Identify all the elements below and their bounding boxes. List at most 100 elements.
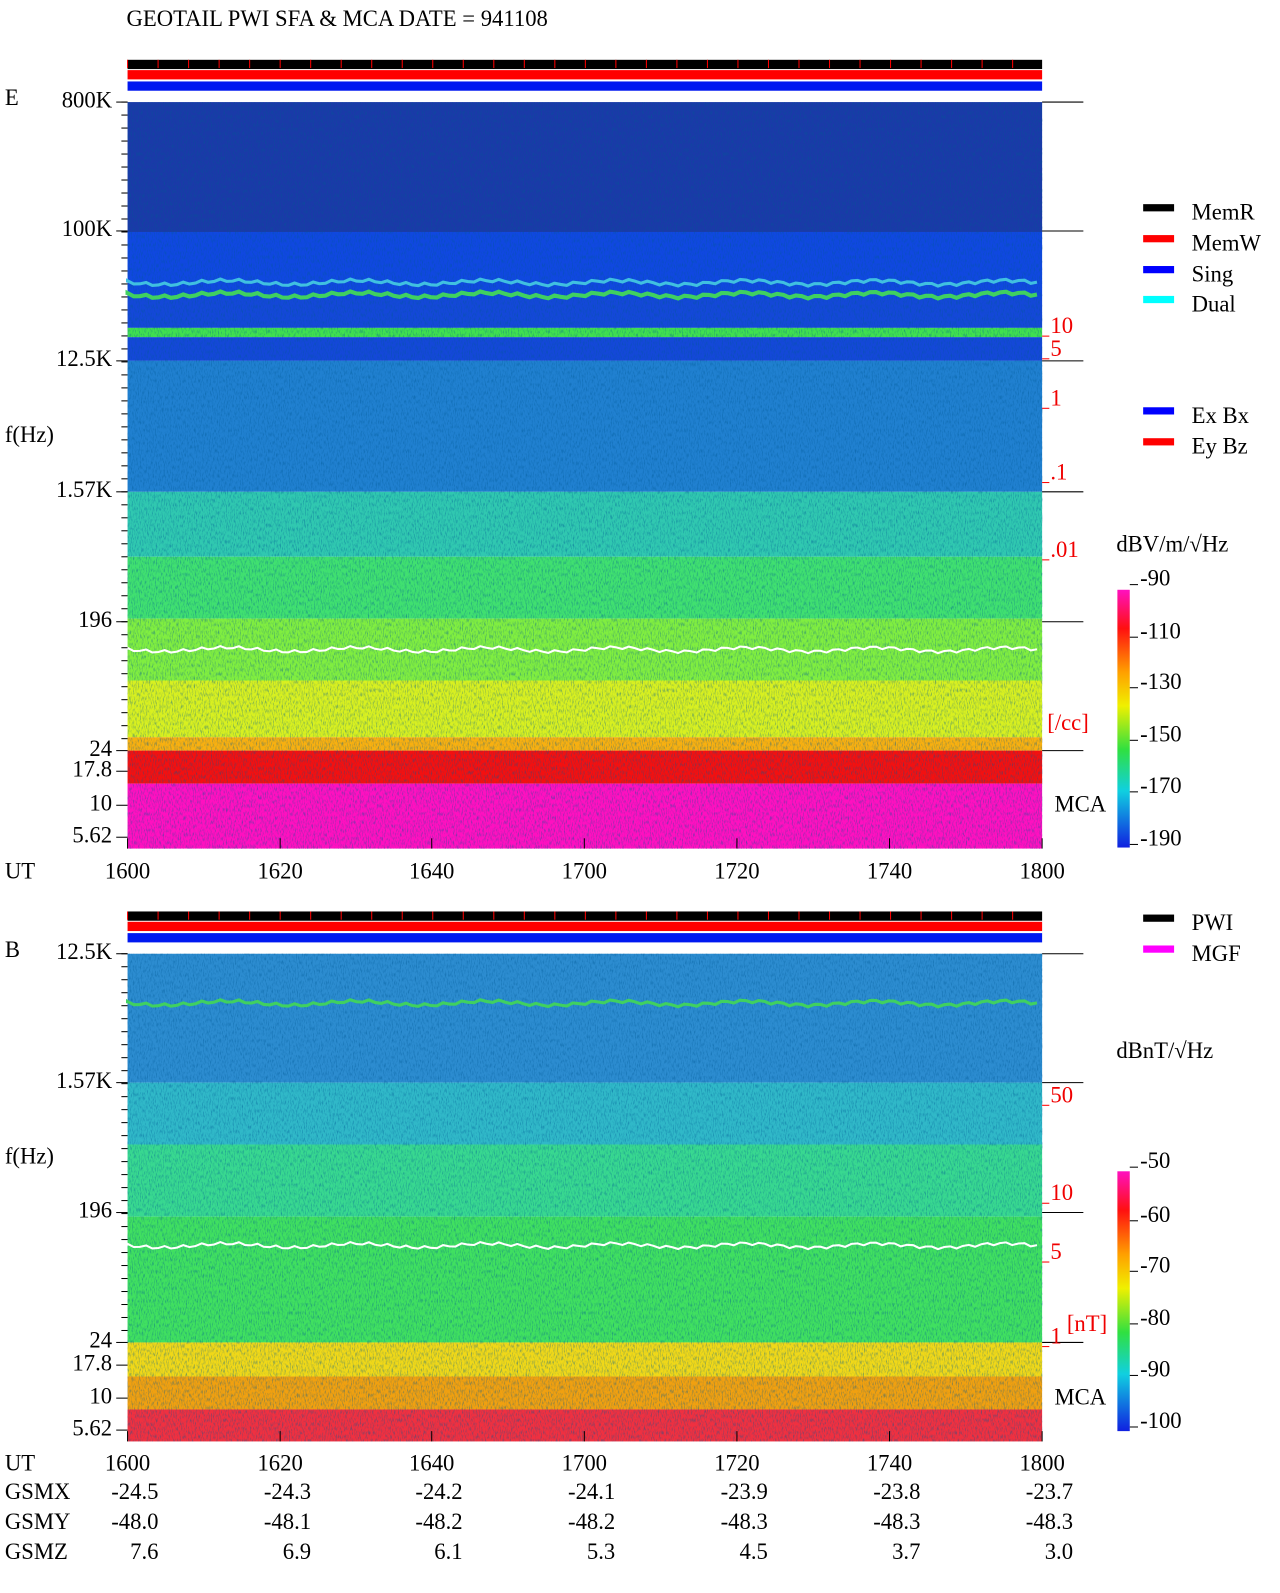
orbit-value: -24.2 (415, 1479, 462, 1504)
legend-label: MGF (1192, 941, 1241, 966)
legend-swatch (1143, 914, 1175, 922)
legend-label: Sing (1192, 262, 1234, 287)
y-tick-label: 10 (89, 790, 112, 815)
colorbar-unit: dBnT/√Hz (1116, 1038, 1213, 1063)
spectrogram-trace (126, 277, 1038, 288)
colorbar-tick-label: -130 (1140, 669, 1182, 694)
density-tick-label: 1 (1050, 1324, 1061, 1349)
legend-label: Dual (1192, 291, 1236, 316)
density-tick-label: 10 (1050, 313, 1073, 338)
spectrogram-trace (125, 289, 1038, 301)
x-axis-label: UT (5, 859, 35, 884)
orbit-value: -48.0 (111, 1509, 158, 1534)
orbit-value: -48.1 (264, 1509, 311, 1534)
colorbar (1117, 1171, 1130, 1432)
orbit-value: -24.1 (568, 1479, 615, 1504)
orbit-label: GSMZ (5, 1539, 68, 1564)
legend-label: MemW (1192, 231, 1262, 256)
status-bar (127, 70, 1043, 80)
x-tick-label: 1720 (714, 859, 759, 884)
legend-swatch (1143, 204, 1175, 212)
orbit-label: GSMX (5, 1479, 71, 1504)
status-bar (127, 59, 1043, 70)
legend-swatch (1143, 407, 1175, 415)
colorbar-unit: dBV/m/√Hz (1116, 532, 1228, 557)
x-tick-label: 1700 (562, 1450, 607, 1475)
density-tick-label: 1 (1050, 385, 1061, 410)
y-tick-label: 5.62 (72, 822, 112, 847)
spectrogram-noise (127, 102, 1043, 849)
x-axis-label: UT (5, 1450, 35, 1475)
y-tick-label: 10 (89, 1383, 112, 1408)
colorbar-tick-label: -50 (1140, 1148, 1170, 1173)
orbit-value: 7.6 (130, 1539, 158, 1564)
y-tick-label: 12.5K (56, 346, 113, 371)
orbit-value: 3.7 (892, 1539, 920, 1564)
colorbar-tick-label: -110 (1140, 618, 1181, 643)
orbit-value: -23.8 (873, 1479, 920, 1504)
x-tick-label: 1640 (409, 1450, 454, 1475)
colorbar-tick-label: -80 (1140, 1305, 1170, 1330)
legend-label: Ex Bx (1192, 403, 1250, 428)
orbit-value: -48.3 (721, 1509, 768, 1534)
x-tick-label: 1720 (714, 1450, 759, 1475)
legend-swatch (1143, 295, 1175, 304)
x-tick-label: 1740 (867, 1450, 912, 1475)
colorbar-tick-label: -60 (1140, 1202, 1170, 1227)
colorbar-tick-label: -100 (1140, 1408, 1182, 1433)
colorbar-tick-label: -170 (1140, 773, 1182, 798)
density-tick-label: 5 (1050, 1239, 1061, 1264)
y-tick-label: 17.8 (72, 1350, 112, 1375)
orbit-value: 6.9 (283, 1539, 311, 1564)
orbit-value: 3.0 (1045, 1539, 1073, 1564)
orbit-value: -23.7 (1026, 1479, 1073, 1504)
x-tick-label: 1620 (257, 1450, 302, 1475)
density-unit: [/cc] (1047, 710, 1089, 735)
density-tick-label: 10 (1050, 1180, 1073, 1205)
y-tick-label: 24 (89, 736, 112, 761)
x-tick-label: 1740 (867, 859, 912, 884)
colorbar-tick-label: -90 (1140, 566, 1170, 591)
spectrogram-trace (126, 644, 1038, 655)
colorbar-tick-label: -90 (1140, 1357, 1170, 1382)
density-unit: [nT] (1067, 1311, 1107, 1336)
orbit-value: -24.5 (111, 1479, 158, 1504)
colorbar (1117, 589, 1130, 848)
y-tick-label: 800K (62, 87, 113, 112)
y-axis-label: f(Hz) (5, 1144, 54, 1169)
orbit-value: -48.2 (415, 1509, 462, 1534)
x-tick-label: 1800 (1019, 1450, 1064, 1475)
legend-label: PWI (1192, 910, 1234, 935)
x-tick-label: 1600 (105, 859, 150, 884)
legend-label: MemR (1192, 200, 1256, 225)
y-tick-label: 12.5K (56, 939, 113, 964)
orbit-value: 6.1 (434, 1539, 462, 1564)
y-tick-label: 1.57K (56, 1068, 113, 1093)
y-axis-label: f(Hz) (5, 422, 54, 447)
status-bar (127, 921, 1043, 932)
x-tick-label: 1640 (409, 859, 454, 884)
y-tick-label: 17.8 (72, 756, 112, 781)
legend-swatch (1143, 438, 1175, 446)
spectrogram-trace (126, 998, 1038, 1009)
x-tick-label: 1700 (562, 859, 607, 884)
y-tick-label: 196 (78, 607, 112, 632)
y-tick-label: 1.57K (56, 477, 113, 502)
density-tick-label: .1 (1050, 459, 1067, 484)
orbit-value: -24.3 (264, 1479, 311, 1504)
orbit-value: -23.9 (721, 1479, 768, 1504)
legend-swatch (1143, 945, 1175, 953)
mca-label: MCA (1054, 791, 1106, 816)
spectrogram-trace (126, 1240, 1038, 1251)
legend-swatch (1143, 266, 1175, 274)
y-tick-label: 100K (62, 216, 113, 241)
legend-swatch (1143, 235, 1175, 243)
orbit-label: GSMY (5, 1509, 71, 1534)
colorbar-tick-label: -70 (1140, 1252, 1170, 1277)
density-tick-label: .01 (1050, 537, 1078, 562)
panel-label: B (5, 937, 20, 962)
legend-label: Ey Bz (1192, 434, 1248, 459)
spectrogram-noise (127, 953, 1043, 1442)
